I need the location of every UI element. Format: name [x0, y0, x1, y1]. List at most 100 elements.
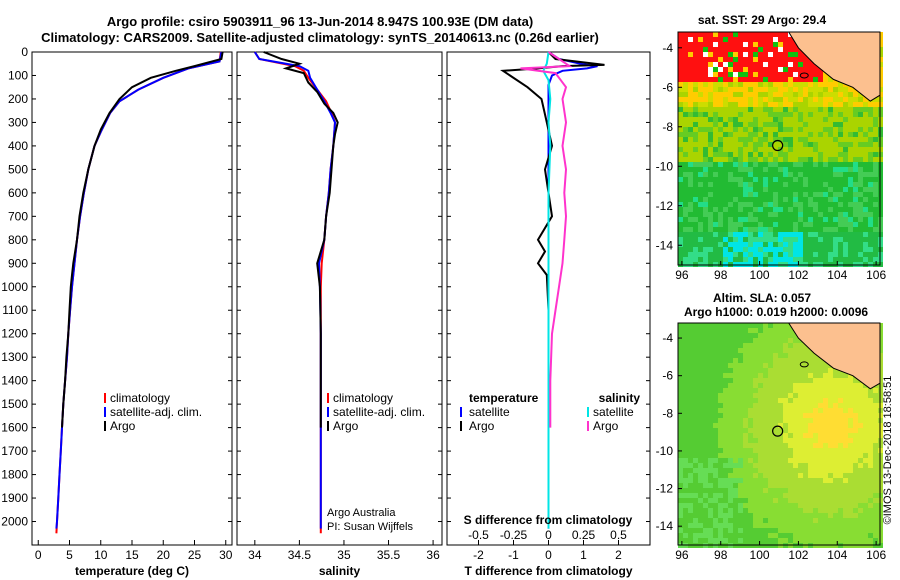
legend-label-salinity: climatology	[333, 391, 393, 405]
xtick-label-temperature: 0	[35, 548, 42, 562]
xtick-top-label-diff: -0.5	[468, 528, 489, 542]
xtick-top-label-diff: -0.25	[500, 528, 528, 542]
map-ytick-label: -10	[656, 444, 674, 458]
legend-title-salinity: salinity	[599, 391, 641, 405]
ytick-label: 0	[21, 45, 28, 59]
map-xtick-label: 100	[750, 548, 770, 562]
xtick-label-difference: -2	[473, 548, 484, 562]
credit-text: ©IMOS 13-Dec-2018 18:58:51	[882, 376, 894, 525]
legend-title-temperature: temperature	[469, 391, 539, 405]
legend-label-salinity: satellite-adj. clim.	[333, 405, 425, 419]
xtick-label-temperature: 15	[125, 548, 139, 562]
legend-label-diff: Argo	[593, 419, 619, 433]
profile-location-marker	[772, 139, 784, 152]
map-xtick-label: 102	[788, 268, 808, 282]
axes-salinity	[236, 51, 443, 546]
xtick-label-temperature: 5	[66, 548, 73, 562]
map-ytick-label: -4	[662, 331, 673, 345]
xtick-label-temperature: 30	[219, 548, 233, 562]
legend-label-temperature: climatology	[110, 391, 170, 405]
ytick-label: 300	[8, 115, 28, 129]
annotation-argo-australia: Argo Australia	[327, 507, 396, 519]
annotation-pi: PI: Susan Wijffels	[327, 521, 413, 533]
map-xtick-label: 102	[788, 548, 808, 562]
series-line-temperature	[61, 51, 224, 428]
sst-map-frame	[677, 31, 881, 266]
ytick-label: 1000	[1, 280, 28, 294]
ytick-label: 1300	[1, 350, 28, 364]
ytick-label: 2000	[1, 515, 28, 529]
xtick-label-salinity: 34.5	[288, 548, 312, 562]
axes-temperature	[31, 51, 233, 546]
sla-map-subtitle: Argo h1000: 0.019 h2000: 0.0096	[684, 305, 868, 319]
map-ytick-label: -6	[662, 80, 673, 94]
legend-label-diff: satellite	[593, 405, 634, 419]
xtick-label-salinity: 36	[426, 548, 440, 562]
xtick-label-temperature: 20	[157, 548, 171, 562]
sla-map-title: Altim. SLA: 0.057	[713, 291, 811, 305]
map-xtick-label: 98	[714, 268, 728, 282]
xtick-label-difference: -1	[508, 548, 519, 562]
xtick-label-difference: 1	[580, 548, 587, 562]
title-line-1: Argo profile: csiro 5903911_96 13-Jun-20…	[107, 14, 533, 29]
series-line-salinity	[263, 51, 339, 428]
legend-label-temperature: Argo	[110, 419, 136, 433]
ytick-label: 800	[8, 233, 28, 247]
map-xtick-label: 104	[827, 268, 847, 282]
xtick-label-salinity: 35	[337, 548, 351, 562]
xtick-top-label-diff: 0.25	[572, 528, 596, 542]
ytick-label: 200	[8, 92, 28, 106]
title-line-2: Climatology: CARS2009. Satellite-adjuste…	[41, 30, 599, 45]
legend-label-salinity: Argo	[333, 419, 359, 433]
xtick-label-temperature: 25	[188, 548, 202, 562]
ytick-label: 1900	[1, 491, 28, 505]
ytick-label: 600	[8, 186, 28, 200]
sla-island	[799, 361, 809, 368]
map-xtick-label: 106	[866, 548, 886, 562]
xlabel-difference: T difference from climatology	[464, 564, 632, 578]
map-ytick-label: -14	[656, 519, 674, 533]
ytick-label: 1200	[1, 327, 28, 341]
xtick-top-label-diff: 0.5	[610, 528, 627, 542]
map-ytick-label: -8	[662, 120, 673, 134]
map-xtick-label: 96	[675, 548, 689, 562]
legend-label-diff: satellite	[469, 405, 510, 419]
sst-island	[799, 72, 809, 79]
xtick-label-temperature: 10	[94, 548, 108, 562]
xtick-label-salinity: 34	[248, 548, 262, 562]
ytick-label: 100	[8, 68, 28, 82]
map-xtick-label: 98	[714, 548, 728, 562]
xlabel-salinity: salinity	[319, 564, 361, 578]
sst-map-title: sat. SST: 29 Argo: 29.4	[698, 13, 827, 27]
ytick-label: 1400	[1, 374, 28, 388]
map-ytick-label: -4	[662, 41, 673, 55]
xtick-label-difference: 2	[615, 548, 622, 562]
xtick-top-label-diff: 0	[545, 528, 552, 542]
map-ytick-label: -12	[656, 482, 674, 496]
map-ytick-label: -14	[656, 238, 674, 252]
map-ytick-label: -12	[656, 199, 674, 213]
ytick-label: 700	[8, 209, 28, 223]
map-xtick-label: 100	[750, 268, 770, 282]
map-xtick-label: 106	[866, 268, 886, 282]
sla-map-frame	[677, 322, 881, 546]
ytick-label: 1100	[2, 303, 28, 317]
xtick-label-difference: 0	[545, 548, 552, 562]
xlabel-top-diff: S difference from climatology	[464, 513, 633, 527]
profile-location-marker	[772, 425, 784, 437]
map-ytick-label: -8	[662, 406, 673, 420]
map-ytick-label: -6	[662, 369, 673, 383]
ytick-label: 400	[8, 139, 28, 153]
map-xtick-label: 104	[827, 548, 847, 562]
ytick-label: 900	[8, 256, 28, 270]
series-line-difference	[542, 51, 552, 529]
map-xtick-label: 96	[675, 268, 689, 282]
ytick-label: 1700	[1, 444, 28, 458]
map-ytick-label: -10	[656, 159, 674, 173]
xlabel-temperature: temperature (deg C)	[75, 564, 189, 578]
ytick-label: 500	[8, 162, 28, 176]
legend-label-temperature: satellite-adj. clim.	[110, 405, 202, 419]
xtick-label-salinity: 35.5	[377, 548, 401, 562]
